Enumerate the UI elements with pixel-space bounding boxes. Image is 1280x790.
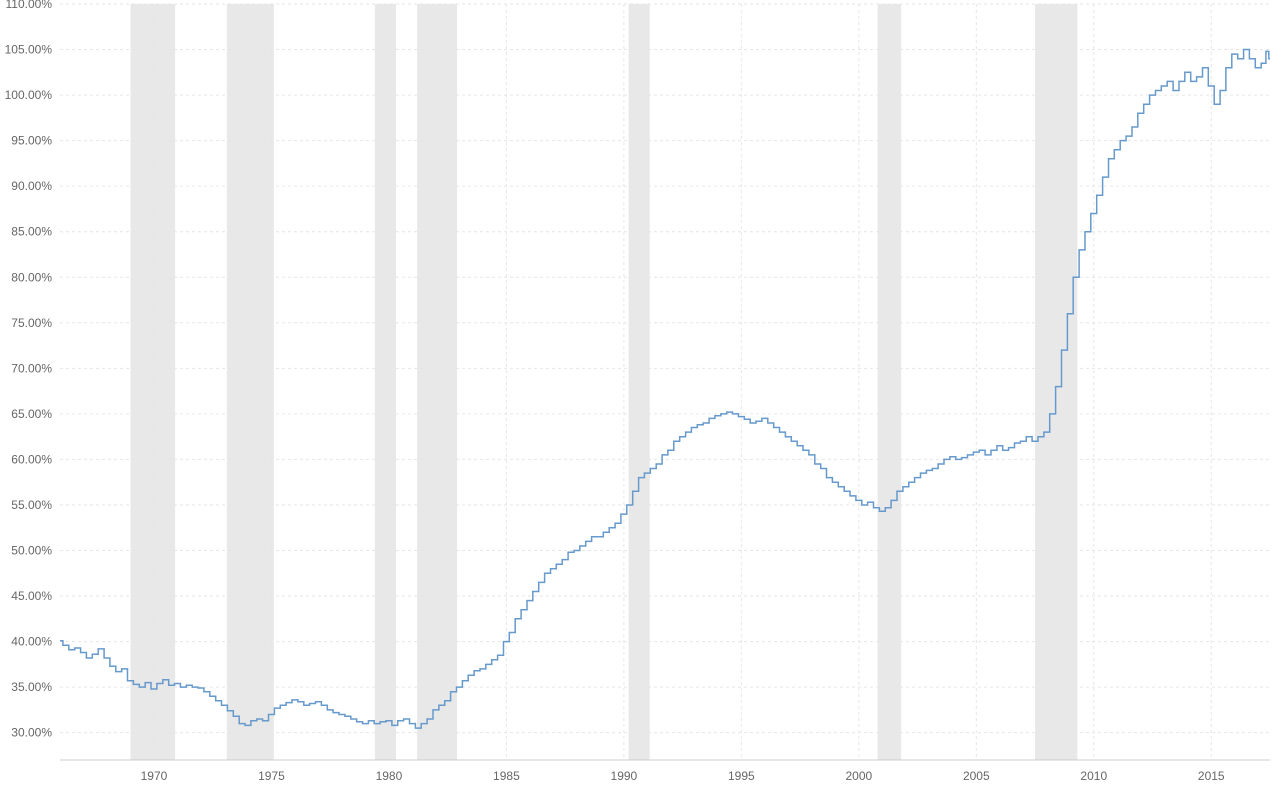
recession-band [375, 4, 396, 760]
y-tick-label: 105.00% [5, 43, 53, 57]
x-tick-label: 1970 [141, 769, 168, 783]
x-tick-label: 1995 [728, 769, 755, 783]
x-tick-label: 2000 [845, 769, 872, 783]
y-tick-label: 75.00% [11, 316, 52, 330]
y-tick-label: 90.00% [11, 179, 52, 193]
y-tick-label: 35.00% [11, 680, 52, 694]
x-tick-label: 1985 [493, 769, 520, 783]
x-tick-label: 2010 [1080, 769, 1107, 783]
x-tick-label: 2015 [1198, 769, 1225, 783]
recession-band [417, 4, 457, 760]
y-tick-label: 80.00% [11, 270, 52, 284]
recession-band [629, 4, 650, 760]
chart-container: 30.00% 35.00% 40.00% 45.00% 50.00% 55.00% 60.0… [0, 0, 1280, 790]
recession-band [227, 4, 274, 760]
x-tick-label: 1975 [258, 769, 285, 783]
recession-band [878, 4, 901, 760]
y-tick-label: 95.00% [11, 134, 52, 148]
y-tick-label: 85.00% [11, 225, 52, 239]
y-tick-label: 30.00% [11, 726, 52, 740]
y-tick-label: 70.00% [11, 361, 52, 375]
x-tick-label: 2005 [963, 769, 990, 783]
recession-band [1035, 4, 1077, 760]
recession-band [130, 4, 175, 760]
y-tick-label: 100.00% [5, 88, 53, 102]
y-tick-label: 50.00% [11, 544, 52, 558]
y-tick-label: 55.00% [11, 498, 52, 512]
y-tick-label: 65.00% [11, 407, 52, 421]
y-tick-label: 110.00% [6, 0, 53, 11]
y-tick-label: 45.00% [11, 589, 52, 603]
y-tick-label: 60.00% [11, 452, 52, 466]
y-tick-label: 40.00% [11, 635, 52, 649]
line-chart: 30.00% 35.00% 40.00% 45.00% 50.00% 55.00% 60.0… [0, 0, 1280, 790]
x-tick-label: 1990 [611, 769, 638, 783]
x-tick-label: 1980 [376, 769, 403, 783]
